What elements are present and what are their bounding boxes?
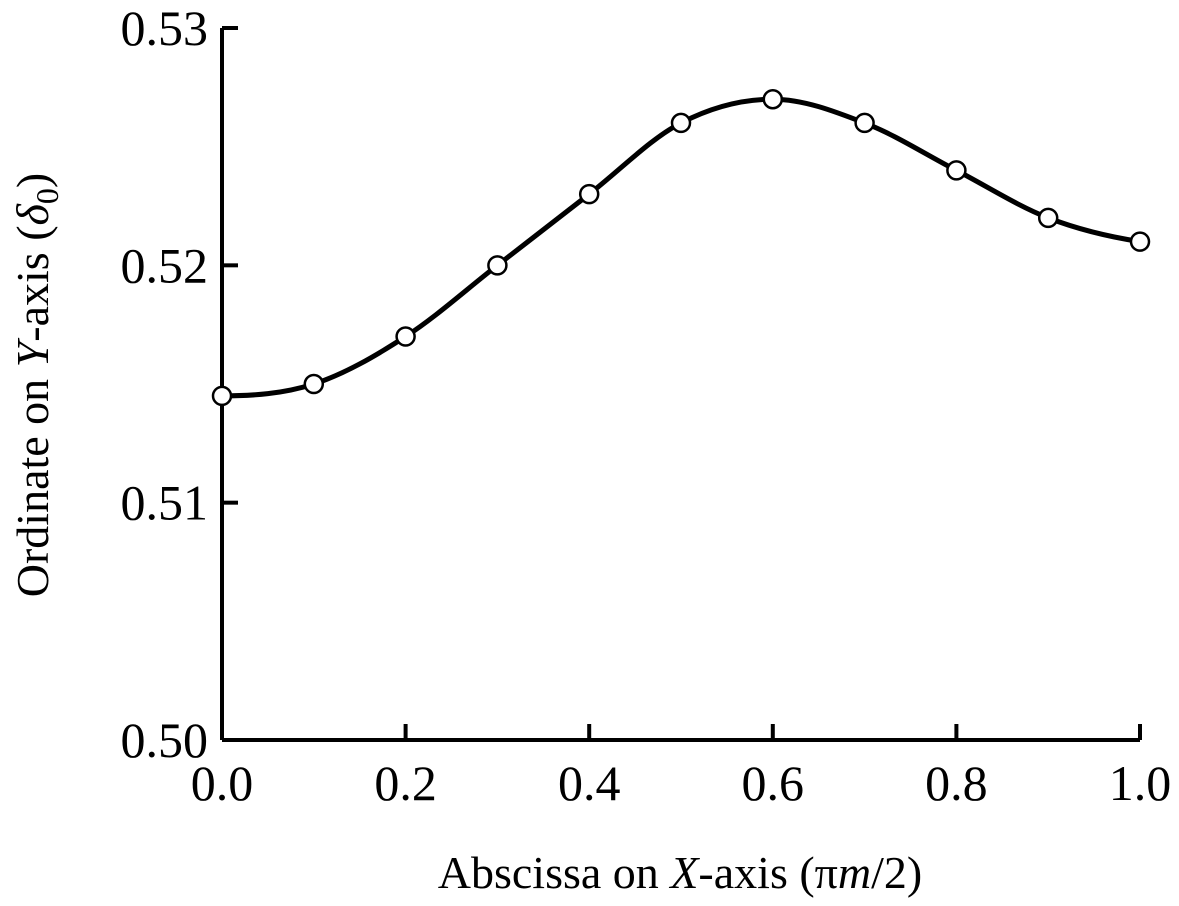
axes [220,28,1140,742]
data-point [762,88,784,110]
x-tick-label: 0.2 [374,755,437,811]
x-tick-label: 0.0 [191,755,254,811]
x-tick-label: 1.0 [1109,755,1172,811]
series [211,88,1151,407]
y-axis-label: Ordinate on Y-axis (δ0) [7,173,65,598]
x-tick-label: 0.6 [742,755,805,811]
data-point [670,112,692,134]
data-point [1037,207,1059,229]
series-line [221,96,1141,399]
data-point [578,183,600,205]
data-point [211,385,233,407]
ticks: 0.0 0.2 0.4 0.6 0.8 1.0 0.50 0.51 0.52 0.53 [121,0,1172,811]
y-tick-label: 0.51 [121,475,209,531]
y-tick-label: 0.52 [121,237,209,293]
x-axis-label: Abscissa on X-axis (πm/2) [438,847,922,898]
data-point [303,373,325,395]
x-tick-label: 0.4 [558,755,621,811]
data-point [487,255,508,276]
data-point [1129,231,1151,252]
x-tick-label: 0.8 [925,755,988,811]
data-point [946,160,967,181]
y-tick-label: 0.53 [121,0,209,56]
data-point [395,326,416,347]
y-tick-label: 0.50 [121,712,209,768]
data-point [854,112,875,134]
